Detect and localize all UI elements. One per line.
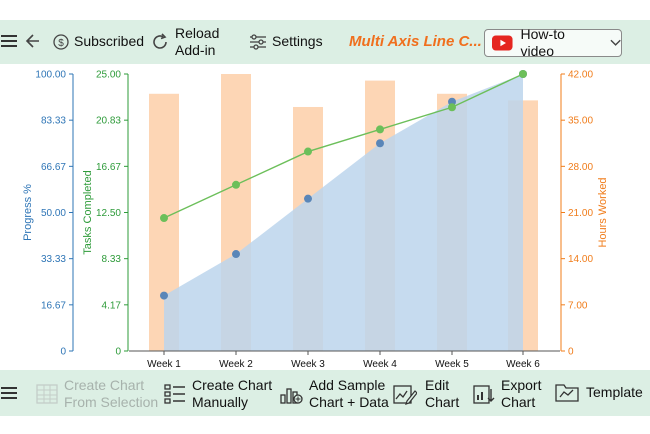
create-manually-label: Create Chart Manually (192, 377, 273, 410)
category-label-4: Week 4 (363, 359, 397, 370)
line-tasks (163, 73, 524, 219)
chevron-down-icon (610, 39, 621, 46)
tick-label-hours-2: 14.00 (568, 254, 593, 265)
bottom-menu-button[interactable] (0, 385, 18, 401)
tick-label-progress-0: 0 (60, 347, 66, 358)
menu-icon (1, 387, 17, 399)
axis-title-hours: Hours Worked (597, 177, 609, 247)
tick-label-tasks-4: 16.67 (96, 162, 121, 173)
table-icon (36, 384, 58, 404)
point-tasks-3 (304, 147, 312, 156)
menu-icon (1, 35, 17, 47)
tick-label-progress-3: 50.00 (41, 208, 66, 219)
tick-label-hours-5: 35.00 (568, 116, 593, 127)
tick-label-hours-4: 28.00 (568, 162, 593, 173)
point-progress-3 (304, 194, 312, 203)
list-icon (164, 384, 185, 404)
point-progress-2 (232, 250, 240, 259)
export-chart-label: Export Chart (501, 377, 542, 410)
category-label-1: Week 1 (147, 359, 181, 370)
template-button[interactable]: Template (555, 381, 643, 403)
howto-video-dropdown[interactable]: How-to video (484, 26, 622, 59)
tick-label-progress-4: 66.67 (41, 162, 66, 173)
reload-icon (153, 33, 167, 49)
tick-label-hours-1: 7.00 (568, 300, 588, 311)
reload-addin-button[interactable]: Reload Add-in (150, 25, 219, 59)
point-tasks-2 (232, 180, 240, 189)
export-chart-icon (473, 385, 495, 404)
sample-chart-icon (280, 388, 303, 404)
tick-label-progress-2: 33.33 (41, 254, 66, 265)
tick-label-progress-5: 83.33 (41, 116, 66, 127)
bottom-toolbar (0, 370, 650, 416)
point-progress-5 (448, 97, 456, 106)
settings-label: Settings (272, 33, 323, 49)
svg-text:$: $ (58, 38, 64, 49)
edit-chart-button[interactable]: Edit Chart (393, 377, 459, 411)
tick-label-tasks-0: 0 (115, 347, 121, 358)
point-progress-1 (160, 291, 168, 300)
youtube-icon (492, 35, 513, 51)
point-progress-4 (376, 139, 384, 148)
template-icon (555, 384, 579, 402)
back-button[interactable] (24, 33, 40, 49)
sliders-icon (250, 33, 266, 50)
add-sample-label: Add Sample Chart + Data (309, 377, 389, 410)
settings-button[interactable]: Settings (249, 33, 323, 50)
subscribed-button[interactable]: $ Subscribed (53, 33, 144, 50)
subscribed-label: Subscribed (74, 33, 145, 49)
back-arrow-icon (25, 34, 39, 48)
tick-label-tasks-3: 12.50 (96, 208, 121, 219)
create-chart-manually-button[interactable]: Create Chart Manually (164, 377, 272, 411)
tick-label-tasks-1: 4.17 (102, 300, 122, 311)
category-label-2: Week 2 (219, 359, 253, 370)
add-sample-chart-button[interactable]: Add Sample Chart + Data (279, 377, 389, 411)
area-progress (164, 74, 523, 351)
template-label: Template (586, 383, 643, 400)
dollar-circle-icon: $ (53, 33, 69, 50)
category-label-3: Week 3 (291, 359, 325, 370)
axis-title-tasks: Tasks Completed (82, 170, 94, 254)
edit-chart-label: Edit Chart (425, 377, 460, 410)
category-label-5: Week 5 (435, 359, 469, 370)
tick-label-hours-0: 0 (568, 347, 574, 358)
menu-button[interactable] (0, 33, 18, 49)
tick-label-tasks-2: 8.33 (102, 254, 122, 265)
point-tasks-6 (519, 70, 527, 78)
tick-label-tasks-5: 20.83 (96, 116, 121, 127)
export-chart-button[interactable]: Export Chart (473, 377, 541, 411)
multi-axis-chart: 0 16.67 33.33 50.00 66.67 83.33 100.00 0 4.17 8.3… (22, 70, 609, 371)
axis-title-progress: Progress % (22, 184, 34, 241)
tick-label-tasks-6: 25.00 (96, 70, 121, 81)
point-tasks-5 (448, 103, 456, 112)
point-tasks-1 (160, 214, 168, 223)
point-tasks-4 (376, 125, 384, 134)
tick-label-progress-6: 100.00 (35, 70, 66, 81)
tick-label-hours-3: 21.00 (568, 208, 593, 219)
reload-label: Reload Add-in (175, 25, 220, 58)
category-label-6: Week 6 (506, 359, 540, 370)
tick-label-progress-1: 16.67 (41, 300, 66, 311)
howto-video-label: How-to video (520, 26, 565, 59)
create-chart-from-selection-button[interactable]: Create Chart From Selection (36, 377, 158, 411)
tick-label-hours-6: 42.00 (568, 70, 593, 81)
chart-title: Multi Axis Line C... (349, 33, 482, 50)
edit-chart-icon (393, 385, 417, 405)
create-from-selection-label: Create Chart From Selection (64, 377, 159, 410)
